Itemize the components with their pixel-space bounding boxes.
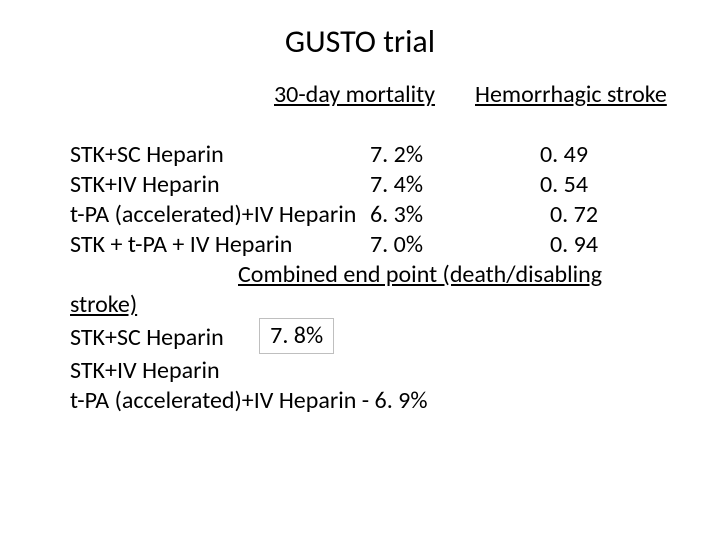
hemorrhagic-value: 0. 54 — [540, 170, 588, 200]
hemorrhagic-value: 0. 94 — [550, 230, 598, 260]
treatment-name: t-PA (accelerated)+IV Heparin — [70, 200, 356, 230]
table-row: STK + t-PA + IV Heparin 7. 0% 0. 94 — [70, 230, 670, 260]
slide-title: GUSTO trial — [0, 22, 720, 61]
hemorrhagic-value: 0. 49 — [540, 140, 588, 170]
mortality-value: 7. 2% — [370, 140, 423, 170]
combined-endpoint-header: Combined end point (death/disabling — [70, 260, 670, 290]
treatment-name: STK + t-PA + IV Heparin — [70, 230, 292, 260]
treatment-name: STK+SC Heparin — [70, 140, 224, 170]
mortality-value: 6. 3% — [370, 200, 423, 230]
combined-row-1: STK+SC Heparin 7. 8% — [70, 320, 670, 356]
table-row: STK+SC Heparin 7. 2% 0. 49 — [70, 140, 670, 170]
header-hemorrhagic: Hemorrhagic stroke — [475, 80, 667, 109]
treatment-name: STK+SC Heparin — [70, 323, 224, 352]
header-mortality: 30-day mortality — [274, 80, 435, 109]
hemorrhagic-value: 0. 72 — [550, 200, 598, 230]
stroke-word: stroke) — [70, 290, 137, 319]
table-row: t-PA (accelerated)+IV Heparin 6. 3% 0. 7… — [70, 200, 670, 230]
treatment-name: STK+IV Heparin — [70, 356, 220, 385]
combined-label: Combined end point (death/disabling — [238, 260, 602, 290]
table-row: STK+IV Heparin 7. 4% 0. 54 — [70, 170, 670, 200]
combined-row-3: t-PA (accelerated)+IV Heparin - 6. 9% — [70, 386, 670, 416]
combined-row-2: STK+IV Heparin — [70, 356, 670, 386]
mortality-value: 7. 0% — [370, 230, 423, 260]
stroke-line: stroke) — [70, 290, 670, 320]
treatment-line: t-PA (accelerated)+IV Heparin - 6. 9% — [70, 386, 428, 415]
mortality-value: 7. 4% — [370, 170, 423, 200]
body-text: STK+SC Heparin 7. 2% 0. 49 STK+IV Hepari… — [70, 140, 670, 416]
boxed-value: 7. 8% — [259, 318, 334, 354]
treatment-name: STK+IV Heparin — [70, 170, 220, 200]
